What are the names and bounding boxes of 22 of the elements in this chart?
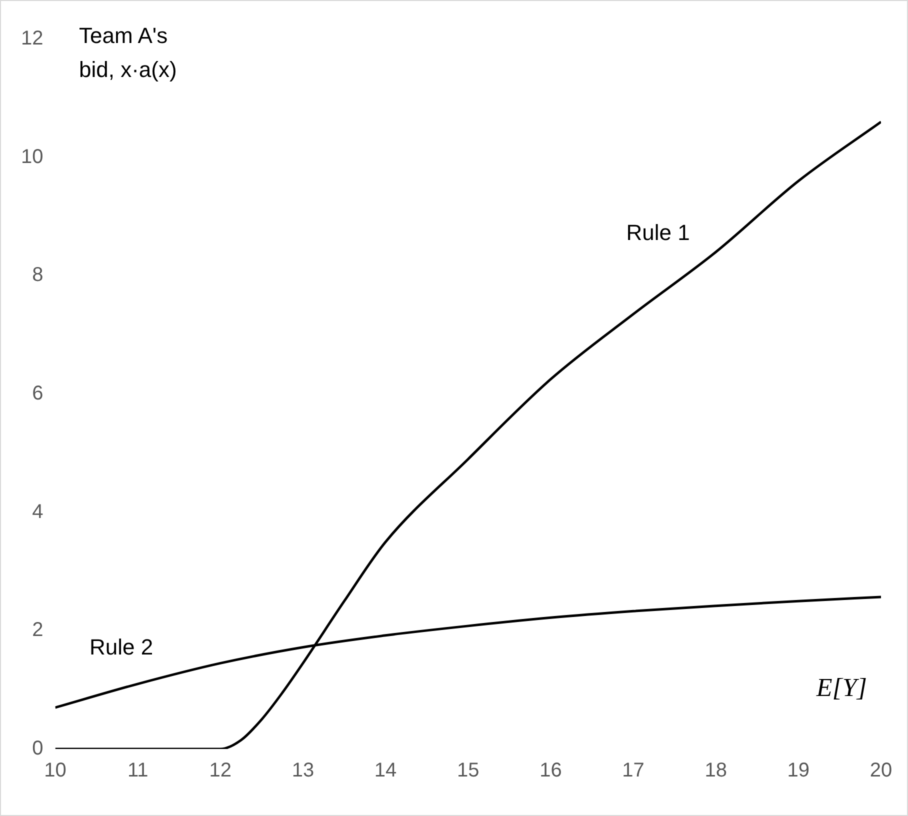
x-tick-label: 11	[127, 760, 148, 782]
y-tick-label: 6	[32, 382, 44, 405]
x-tick-label: 17	[622, 760, 644, 782]
y-tick-label: 2	[32, 619, 44, 642]
y-tick-label: 0	[32, 738, 44, 760]
x-tick-label: 16	[540, 760, 562, 782]
series-label: Rule 1	[626, 220, 690, 246]
x-axis-title: E[Y]	[816, 673, 867, 703]
series-label: Rule 2	[90, 634, 154, 660]
y-tick-label: 4	[32, 500, 44, 523]
x-tick-label: 20	[870, 760, 892, 782]
x-tick-label: 13	[292, 760, 314, 782]
y-tick-label: 10	[20, 146, 44, 168]
y-axis-title: Team A's bid, x·a(x)	[79, 22, 178, 84]
x-tick-label: 14	[374, 760, 397, 782]
y-tick-label: 8	[32, 264, 44, 286]
x-tick-label: 12	[209, 760, 232, 782]
x-tick-label: 15	[457, 760, 480, 782]
y-tick-label: 12	[20, 28, 44, 50]
x-tick-label: 18	[704, 760, 727, 782]
x-tick-label: 19	[787, 760, 810, 782]
line-series	[55, 120, 881, 749]
